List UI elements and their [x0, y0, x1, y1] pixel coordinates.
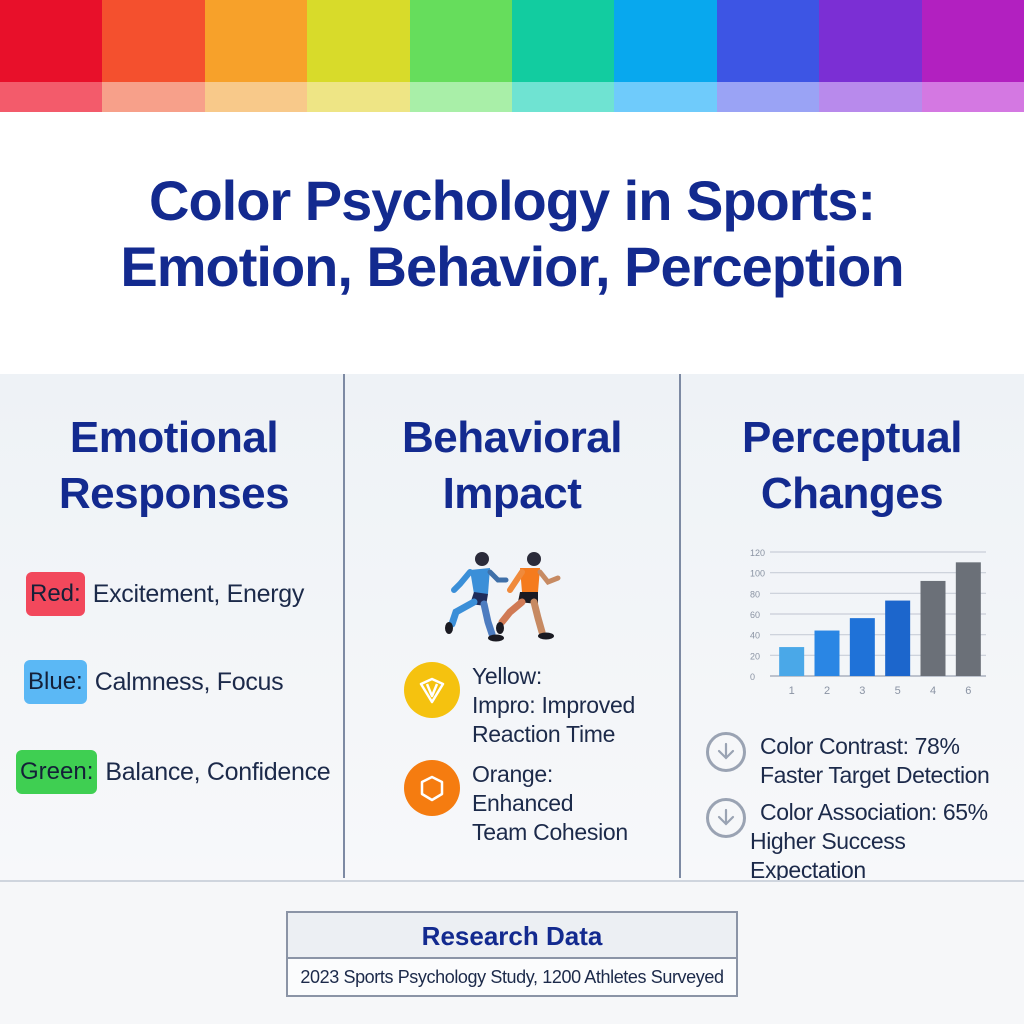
svg-text:5: 5 — [895, 685, 901, 696]
perception-item-association: Color Association: 65% Higher Success Ex… — [706, 798, 1024, 885]
perception-description: Higher Success Expectation — [750, 828, 906, 883]
column-divider — [679, 374, 681, 878]
behavior-text: Yellow: Impro: Improved Reaction Time — [472, 662, 635, 749]
header-area — [0, 112, 1024, 374]
emotion-item-red: Red: Excitement, Energy — [26, 572, 304, 616]
bar-chart: 0 20 40 60 80 100 120 1 2 3 5 4 6 — [750, 548, 986, 696]
page-title: Color Psychology in Sports: Emotion, Beh… — [0, 168, 1024, 300]
down-arrow-circle-icon — [706, 732, 746, 772]
shield-badge-icon — [404, 662, 460, 718]
svg-text:4: 4 — [930, 685, 936, 696]
perception-stat: Color Contrast: 78% — [760, 733, 960, 759]
chart-bar — [849, 618, 875, 676]
svg-text:40: 40 — [750, 631, 760, 641]
down-arrow-circle-icon — [706, 798, 746, 838]
svg-text:60: 60 — [750, 610, 760, 620]
color-swatch — [716, 0, 820, 112]
rainbow-color-band — [0, 0, 1024, 112]
behavior-description: Enhanced — [472, 790, 574, 816]
research-heading: Research Data — [288, 913, 736, 959]
page-title-line1: Color Psychology in Sports: — [149, 169, 876, 232]
behavior-description: Reaction Time — [472, 721, 616, 747]
hexagon-icon — [404, 760, 460, 816]
color-swatch — [307, 0, 410, 112]
color-swatch — [614, 0, 717, 112]
svg-text:2: 2 — [824, 685, 830, 696]
color-swatch — [0, 0, 103, 112]
behavioral-heading: Behavioral Impact — [352, 410, 672, 522]
color-tag-red: Red: — [26, 572, 85, 616]
column-divider — [343, 374, 345, 878]
color-swatch — [512, 0, 615, 112]
perception-stat: Color Association: 65% — [760, 799, 988, 825]
runners-icon — [445, 552, 561, 642]
chart-bar — [885, 600, 911, 676]
svg-text:100: 100 — [750, 569, 765, 579]
emotion-description: Balance, Confidence — [105, 757, 331, 786]
emotion-item-green: Green: Balance, Confidence — [16, 750, 331, 794]
heading-line: Changes — [760, 469, 944, 518]
chart-bar — [814, 630, 840, 676]
chart-bar — [779, 647, 805, 676]
behavior-description: Impro: Improved — [472, 692, 635, 718]
svg-text:6: 6 — [965, 685, 971, 696]
emotion-description: Excitement, Energy — [92, 579, 305, 608]
svg-text:1: 1 — [789, 685, 795, 696]
heading-line: Impact — [442, 469, 582, 518]
behavior-item-yellow: Yellow: Impro: Improved Reaction Time — [404, 662, 635, 749]
behavior-color-label: Orange: — [472, 761, 554, 787]
chart-bar — [955, 562, 981, 676]
svg-text:0: 0 — [750, 672, 755, 682]
svg-text:3: 3 — [859, 685, 865, 696]
research-source: 2023 Sports Psychology Study, 1200 Athle… — [300, 967, 724, 987]
chart-bar — [920, 580, 946, 676]
heading-line: Behavioral — [402, 413, 622, 462]
perception-description: Faster Target Detection — [760, 762, 990, 788]
color-swatch — [204, 0, 308, 112]
perception-item-contrast: Color Contrast: 78% Faster Target Detect… — [706, 732, 990, 790]
heading-line: Perceptual — [742, 413, 962, 462]
behavior-color-label: Yellow: — [472, 663, 542, 689]
behavior-item-orange: Orange: Enhanced Team Cohesion — [404, 760, 628, 847]
perceptual-heading: Perceptual Changes — [692, 410, 1012, 522]
color-swatch — [819, 0, 922, 112]
color-tag-green: Green: — [16, 750, 98, 794]
emotion-description: Calmness, Focus — [94, 667, 284, 696]
behavior-text: Orange: Enhanced Team Cohesion — [472, 760, 628, 847]
perception-text: Color Association: 65% Higher Success Ex… — [750, 798, 1024, 885]
color-tag-blue: Blue: — [24, 660, 87, 704]
svg-text:20: 20 — [750, 651, 760, 661]
svg-text:120: 120 — [750, 548, 765, 558]
emotional-heading: Emotional Responses — [14, 410, 334, 522]
emotion-item-blue: Blue: Calmness, Focus — [24, 660, 284, 704]
behavior-description: Team Cohesion — [472, 819, 628, 845]
color-swatch — [409, 0, 513, 112]
svg-text:80: 80 — [750, 589, 760, 599]
page-title-line2: Emotion, Behavior, Perception — [120, 235, 904, 298]
heading-line: Emotional — [69, 413, 279, 462]
color-swatch — [921, 0, 1024, 112]
research-data-box: Research Data 2023 Sports Psychology Stu… — [286, 911, 738, 997]
heading-line: Responses — [58, 469, 290, 518]
color-swatch — [102, 0, 205, 112]
perception-text: Color Contrast: 78% Faster Target Detect… — [760, 732, 990, 790]
